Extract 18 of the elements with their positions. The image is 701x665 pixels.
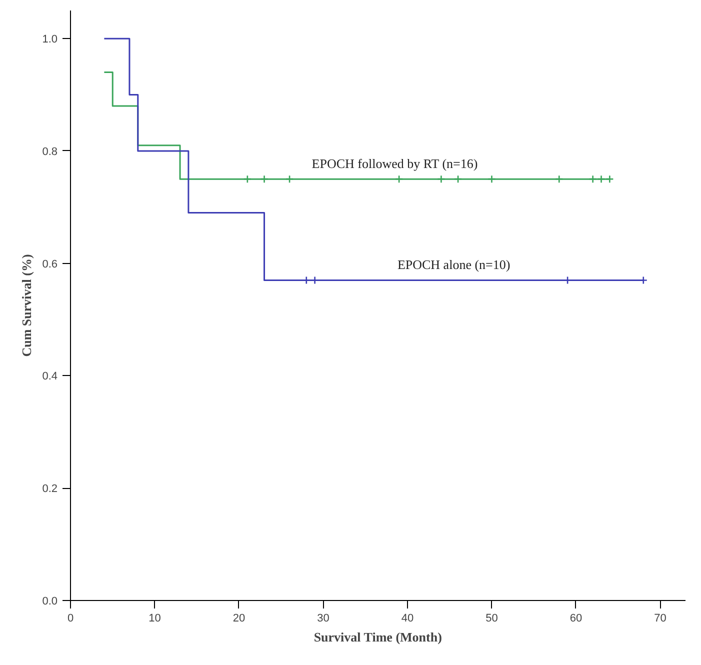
y-tick-label: 0.2 (42, 483, 58, 496)
y-axis-title: Cum Survival (%) (19, 254, 34, 357)
series-label: EPOCH alone (n=10) (397, 257, 510, 272)
x-tick-label: 10 (148, 612, 161, 624)
x-axis-title: Survival Time (Month) (314, 630, 442, 644)
y-tick-label: 0.0 (42, 596, 58, 608)
x-tick-label: 0 (67, 612, 74, 624)
x-tick-label: 50 (486, 612, 498, 624)
y-tick-label: 1.0 (42, 34, 58, 46)
x-tick-label: 70 (654, 612, 666, 624)
x-tick-label: 60 (570, 612, 582, 624)
y-tick-label: 0.4 (42, 370, 58, 383)
x-tick-label: 40 (401, 612, 414, 624)
y-tick-label: 0.6 (42, 258, 58, 270)
series-label: EPOCH followed by RT (n=16) (312, 156, 478, 172)
x-tick-label: 20 (232, 612, 246, 624)
y-tick-label: 0.8 (42, 146, 58, 158)
x-tick-label: 30 (317, 612, 330, 624)
